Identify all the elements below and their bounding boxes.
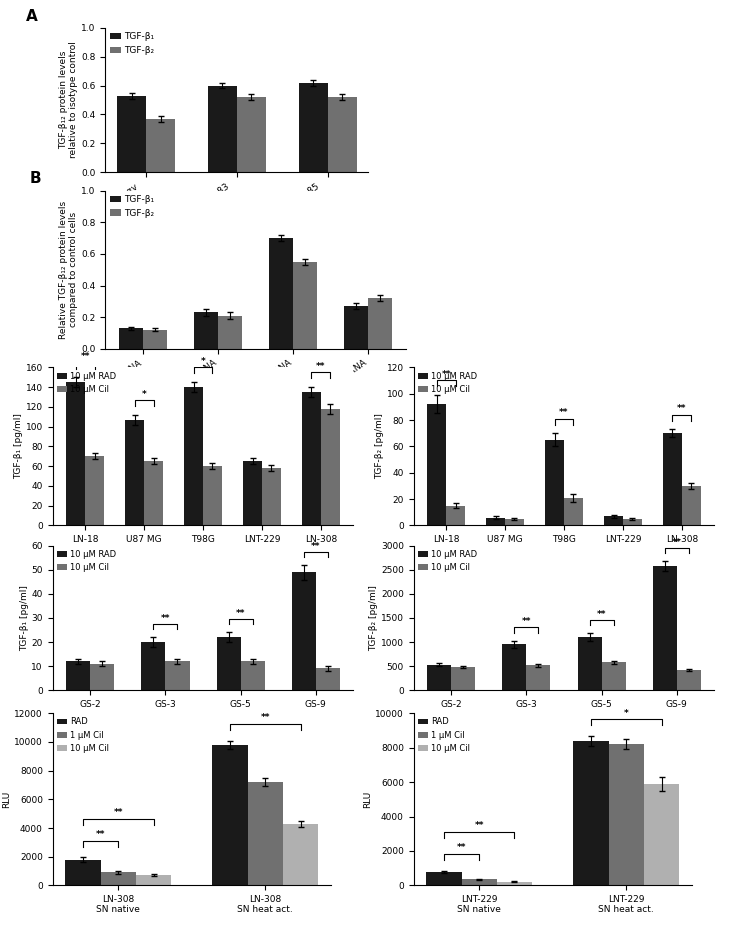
Bar: [293, 262, 317, 349]
Bar: [241, 661, 265, 690]
Text: **: **: [522, 617, 531, 626]
Legend: RAD, 1 μM Cil, 10 μM Cil: RAD, 1 μM Cil, 10 μM Cil: [418, 717, 470, 752]
Bar: [427, 665, 451, 690]
Text: *: *: [141, 390, 147, 399]
Bar: [545, 440, 564, 525]
Bar: [663, 433, 682, 525]
Legend: TGF-β₁, TGF-β₂: TGF-β₁, TGF-β₂: [110, 195, 154, 218]
Text: B: B: [30, 171, 41, 186]
Bar: [237, 97, 266, 172]
Legend: 10 μM RAD, 10 μM Cil: 10 μM RAD, 10 μM Cil: [57, 550, 117, 572]
Bar: [299, 83, 328, 172]
Bar: [146, 119, 175, 172]
Bar: [141, 642, 165, 690]
Legend: 10 μM RAD, 10 μM Cil: 10 μM RAD, 10 μM Cil: [418, 550, 478, 572]
Bar: [203, 466, 222, 525]
Bar: [117, 96, 146, 172]
Y-axis label: RLU: RLU: [2, 790, 11, 808]
Y-axis label: TGF-β₁ [pg/ml]: TGF-β₁ [pg/ml]: [20, 585, 29, 651]
Text: *: *: [201, 357, 205, 366]
Text: **: **: [236, 609, 245, 618]
Y-axis label: TGF-β₂ [pg/ml]: TGF-β₂ [pg/ml]: [374, 414, 384, 479]
Text: **: **: [80, 352, 90, 361]
Bar: [653, 566, 677, 690]
Bar: [143, 330, 167, 349]
Legend: 10 μM RAD, 10 μM Cil: 10 μM RAD, 10 μM Cil: [418, 371, 478, 393]
Text: **: **: [456, 844, 466, 853]
Text: **: **: [441, 370, 451, 379]
Text: **: **: [316, 362, 326, 371]
Text: A: A: [26, 8, 38, 23]
Text: **: **: [475, 821, 484, 830]
Legend: RAD, 1 μM Cil, 10 μM Cil: RAD, 1 μM Cil, 10 μM Cil: [57, 717, 109, 752]
Bar: [426, 871, 462, 885]
Bar: [101, 872, 136, 885]
Bar: [217, 637, 241, 690]
Text: **: **: [96, 830, 105, 840]
Y-axis label: Relative TGF-β₁₂ protein levels
compared to control cells: Relative TGF-β₁₂ protein levels compared…: [59, 201, 78, 339]
Text: **: **: [114, 808, 123, 817]
Bar: [165, 661, 190, 690]
Bar: [269, 238, 293, 349]
Bar: [487, 517, 505, 525]
Bar: [144, 461, 163, 525]
Bar: [85, 457, 104, 525]
Bar: [644, 784, 679, 885]
Y-axis label: TGF-β₁ [pg/ml]: TGF-β₁ [pg/ml]: [14, 414, 23, 479]
Bar: [184, 387, 203, 525]
Bar: [623, 519, 641, 525]
Bar: [573, 741, 608, 885]
Text: **: **: [311, 541, 320, 551]
Bar: [682, 486, 701, 525]
Text: **: **: [161, 614, 170, 623]
Bar: [212, 745, 247, 885]
Bar: [344, 306, 368, 349]
Text: **: **: [672, 538, 681, 547]
Bar: [368, 299, 393, 349]
Legend: 10 μM RAD, 10 μM Cil: 10 μM RAD, 10 μM Cil: [57, 371, 117, 393]
Y-axis label: RLU: RLU: [363, 790, 372, 808]
Bar: [90, 664, 114, 690]
Bar: [446, 506, 465, 525]
Legend: TGF-β₁, TGF-β₂: TGF-β₁, TGF-β₂: [110, 33, 154, 55]
Bar: [243, 461, 262, 525]
Bar: [208, 86, 237, 172]
Y-axis label: TGF-β₂ [pg/ml]: TGF-β₂ [pg/ml]: [369, 585, 378, 651]
Bar: [602, 662, 626, 690]
Text: *: *: [624, 709, 629, 718]
Bar: [292, 572, 316, 690]
Bar: [194, 312, 218, 349]
Bar: [65, 859, 101, 885]
Bar: [321, 409, 340, 525]
Y-axis label: TGF-β₁₂ protein levels
relative to isotype control: TGF-β₁₂ protein levels relative to isoty…: [59, 42, 78, 158]
Bar: [505, 519, 524, 525]
Bar: [526, 665, 550, 690]
Bar: [283, 824, 318, 885]
Text: **: **: [677, 405, 687, 413]
Bar: [302, 392, 321, 525]
Bar: [126, 419, 144, 525]
Bar: [462, 880, 497, 885]
Bar: [677, 670, 701, 690]
Bar: [451, 667, 475, 690]
Bar: [66, 382, 85, 525]
Bar: [608, 744, 644, 885]
Text: **: **: [260, 713, 270, 723]
Bar: [604, 516, 623, 525]
Bar: [262, 468, 280, 525]
Bar: [578, 637, 602, 690]
Bar: [218, 315, 242, 349]
Bar: [119, 328, 143, 349]
Bar: [502, 644, 526, 690]
Bar: [316, 669, 340, 690]
Text: **: **: [597, 610, 606, 618]
Bar: [427, 405, 446, 525]
Bar: [328, 97, 356, 172]
Bar: [247, 782, 283, 885]
Bar: [564, 498, 583, 525]
Text: **: **: [559, 408, 569, 418]
Bar: [66, 661, 90, 690]
Bar: [497, 882, 532, 885]
Bar: [136, 875, 171, 885]
